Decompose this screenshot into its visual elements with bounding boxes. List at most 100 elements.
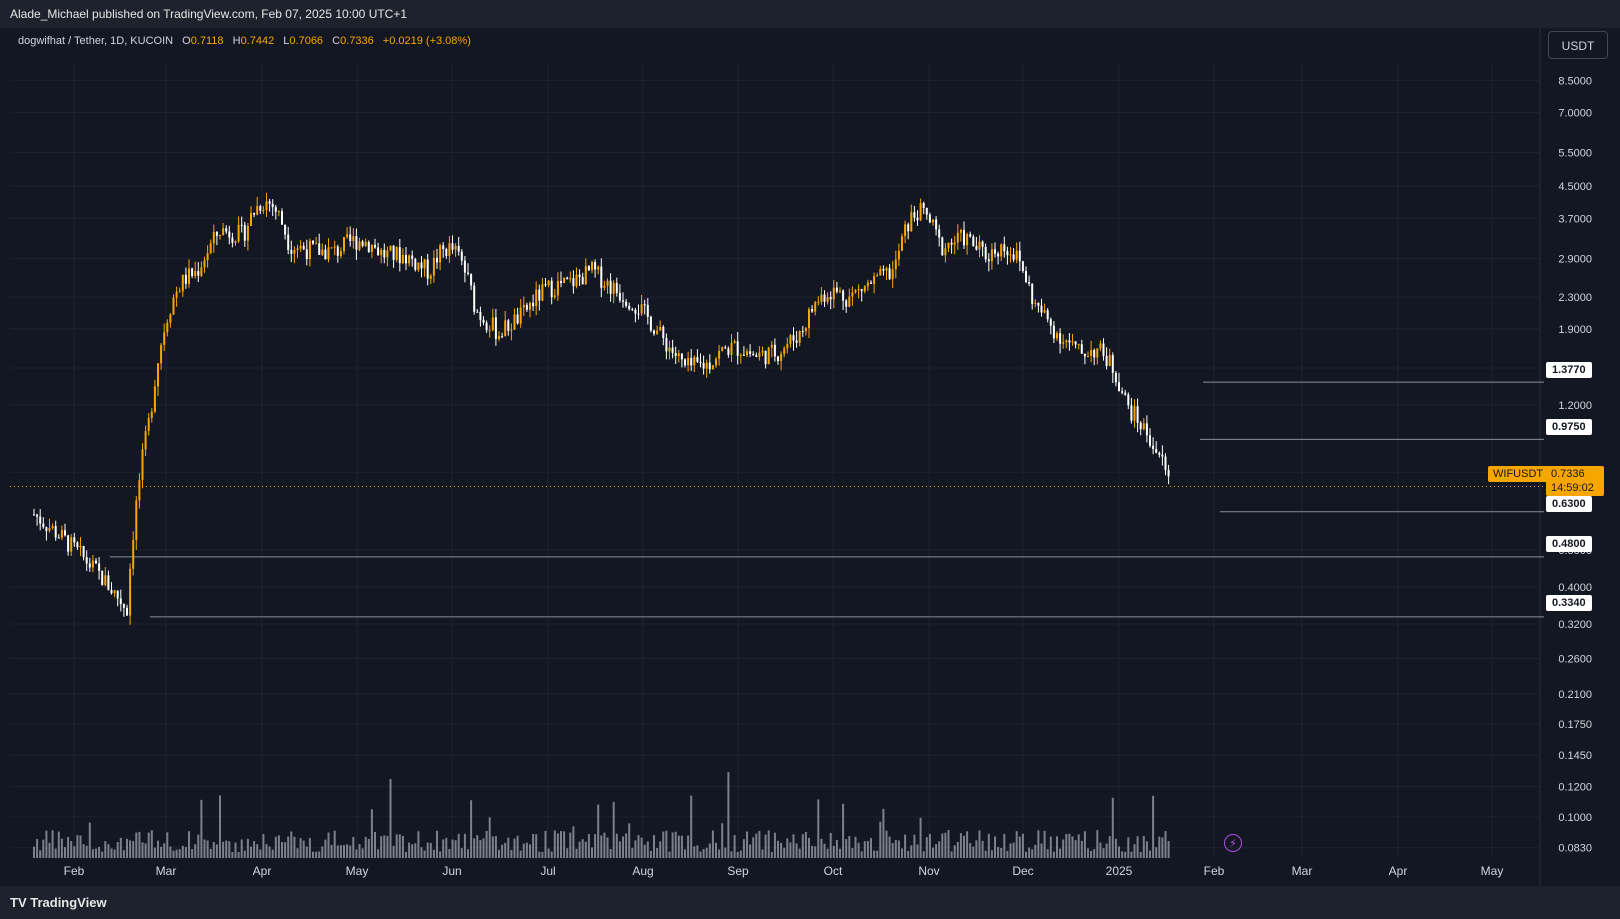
volume-bar bbox=[349, 845, 352, 858]
candle-body bbox=[969, 234, 972, 237]
volume-bar bbox=[612, 801, 615, 858]
currency-button[interactable]: USDT bbox=[1548, 31, 1608, 59]
volume-bar bbox=[42, 839, 45, 858]
volume-bar bbox=[1000, 848, 1003, 858]
candle-body bbox=[777, 356, 779, 362]
candle-body bbox=[516, 314, 519, 324]
volume-bar bbox=[352, 836, 355, 858]
price-axis-label: 0.1000 bbox=[1558, 812, 1592, 824]
volume-bar bbox=[219, 795, 221, 858]
volume-bar bbox=[535, 834, 538, 858]
volume-bar bbox=[113, 849, 116, 858]
candle-body bbox=[327, 247, 330, 260]
volume-bar bbox=[987, 833, 990, 858]
level-label-5: 0.3340 bbox=[1546, 595, 1592, 611]
volume-bar bbox=[305, 846, 308, 858]
volume-bar bbox=[609, 849, 612, 858]
volume-bar bbox=[70, 841, 73, 858]
lightning-icon[interactable]: ⚡ bbox=[1224, 834, 1242, 852]
candle-body bbox=[606, 280, 609, 286]
volume-bar bbox=[1003, 833, 1006, 858]
candle-body bbox=[60, 530, 63, 538]
candle-body bbox=[845, 300, 848, 307]
volume-bar bbox=[550, 851, 553, 858]
candle-body bbox=[343, 236, 345, 252]
volume-bar bbox=[553, 830, 556, 858]
volume-bar bbox=[786, 838, 789, 858]
candle-body bbox=[318, 243, 321, 255]
price-axis-label: 2.3000 bbox=[1558, 292, 1592, 304]
volume-bar bbox=[343, 845, 345, 858]
candle-body bbox=[460, 251, 463, 261]
candle-body bbox=[581, 276, 584, 285]
volume-bar bbox=[758, 830, 761, 858]
volume-bar bbox=[423, 850, 426, 858]
volume-bar bbox=[1006, 850, 1009, 858]
volume-bar bbox=[1139, 851, 1142, 858]
candle-body bbox=[826, 297, 829, 302]
candle-body bbox=[228, 231, 231, 238]
volume-bar bbox=[702, 849, 705, 858]
candle-body bbox=[346, 234, 349, 237]
volume-bar bbox=[445, 837, 448, 858]
volume-bar bbox=[916, 844, 919, 858]
volume-bar bbox=[367, 839, 370, 858]
volume-bar bbox=[491, 836, 494, 858]
candle-body bbox=[832, 287, 835, 300]
candle-body bbox=[550, 280, 553, 298]
volume-bar bbox=[318, 851, 321, 858]
candle-body bbox=[711, 365, 714, 370]
volume-bar bbox=[246, 838, 249, 858]
tradingview-logo[interactable]: TV TradingView bbox=[10, 886, 107, 919]
candle-body bbox=[780, 353, 783, 362]
candle-body bbox=[628, 305, 631, 310]
candle-body bbox=[817, 301, 820, 303]
candlestick-chart[interactable]: 8.5000 7.0000 5.5000 4.5000 3.7000 2.9000 2.30… bbox=[0, 28, 1620, 886]
volume-bar bbox=[969, 843, 972, 858]
candle-body bbox=[166, 322, 169, 333]
candle-body bbox=[1043, 310, 1046, 313]
volume-bar bbox=[346, 844, 349, 858]
volume-bar bbox=[913, 834, 916, 858]
candle-body bbox=[727, 348, 730, 355]
volume-bar bbox=[724, 847, 727, 858]
volume-bar bbox=[101, 851, 104, 858]
volume-bar bbox=[1111, 797, 1114, 858]
volume-bar bbox=[653, 835, 655, 858]
candle-body bbox=[541, 284, 544, 301]
volume-bar bbox=[271, 849, 274, 858]
candle-body bbox=[718, 350, 721, 359]
candle-body bbox=[355, 236, 358, 250]
candle-body bbox=[212, 231, 215, 244]
candle-body bbox=[1028, 282, 1031, 284]
volume-bar bbox=[1164, 831, 1167, 858]
price-axis-label: 1.9000 bbox=[1558, 324, 1592, 336]
candle-body bbox=[175, 291, 178, 298]
candle-body bbox=[749, 351, 752, 354]
volume-bar bbox=[169, 846, 172, 858]
volume-bar bbox=[327, 832, 330, 858]
candle-body bbox=[305, 249, 308, 260]
time-axis-label: Nov bbox=[918, 864, 939, 878]
candle-body bbox=[842, 290, 845, 301]
candle-body bbox=[1142, 423, 1145, 430]
volume-bar bbox=[172, 850, 175, 858]
price-axis-label: 2.9000 bbox=[1558, 254, 1592, 266]
volume-bar bbox=[516, 835, 519, 858]
candle-body bbox=[290, 249, 293, 254]
candle-body bbox=[1000, 244, 1003, 257]
time-axis-label: Mar bbox=[1292, 864, 1313, 878]
candle-body bbox=[876, 275, 879, 277]
time-axis-label: Feb bbox=[1204, 864, 1225, 878]
candle-body bbox=[330, 247, 333, 249]
candle-body bbox=[200, 267, 203, 276]
volume-bar bbox=[268, 846, 271, 858]
volume-bar bbox=[944, 832, 947, 858]
candle-body bbox=[944, 248, 947, 256]
candle-body bbox=[603, 285, 606, 288]
candle-body bbox=[160, 344, 163, 364]
volume-bar bbox=[764, 834, 767, 858]
candle-body bbox=[1130, 405, 1133, 421]
candle-body bbox=[687, 358, 690, 366]
volume-bar bbox=[978, 830, 981, 858]
